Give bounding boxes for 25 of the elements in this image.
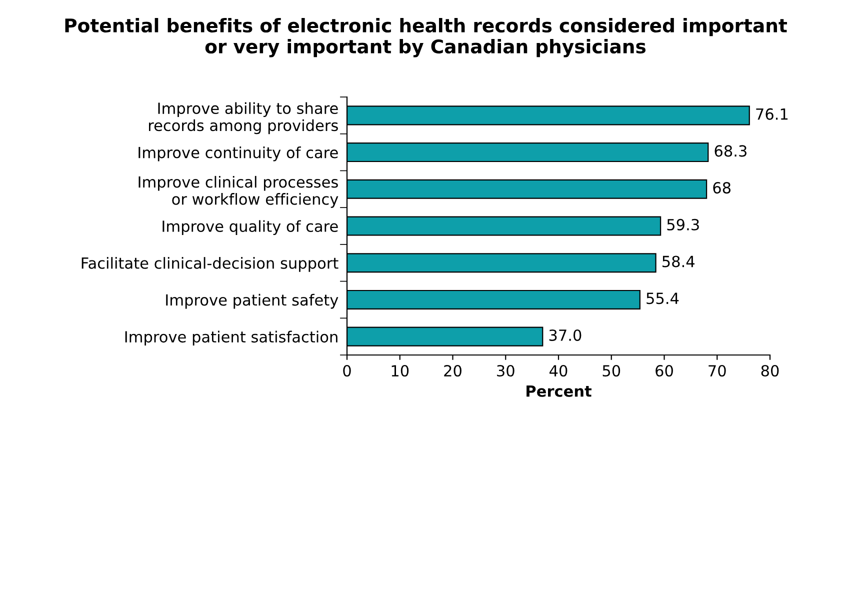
y-tick-label: Improve continuity of care	[138, 146, 338, 162]
x-tick-label: 10	[392, 364, 409, 377]
data-label: 68.3	[714, 145, 746, 157]
data-label: 59.3	[667, 218, 699, 230]
x-tick-label: 50	[602, 364, 620, 377]
chart-title: Potential benefits of electronic health records considered important or very important by Canadian physicians	[65, 18, 788, 58]
x-tick-label: 0	[343, 364, 351, 377]
data-label: 37.0	[549, 329, 582, 342]
y-tick-label: Improve clinical processes or workflow efficiency	[138, 176, 338, 208]
data-label: 68	[713, 182, 730, 194]
y-tick-label: Improve quality of care	[162, 220, 338, 235]
x-axis-title: Percent	[526, 386, 592, 397]
x-tick-label: 80	[761, 364, 779, 377]
x-tick-label: 60	[656, 364, 673, 377]
x-tick-label: 30	[497, 364, 514, 377]
y-tick-label: Facilitate clinical-decision support	[82, 257, 338, 272]
data-label: 55.4	[646, 292, 679, 304]
x-tick-label: 40	[550, 364, 568, 377]
data-label: 76.1	[756, 108, 788, 120]
y-tick-label: Improve ability to share records among providers	[149, 102, 338, 134]
data-label: 58.4	[662, 256, 695, 268]
y-tick-label: Improve patient safety	[166, 294, 338, 309]
x-tick-label: 20	[444, 364, 462, 377]
y-tick-label: Improve patient satisfaction	[125, 330, 338, 346]
x-tick-label: 70	[708, 364, 726, 377]
